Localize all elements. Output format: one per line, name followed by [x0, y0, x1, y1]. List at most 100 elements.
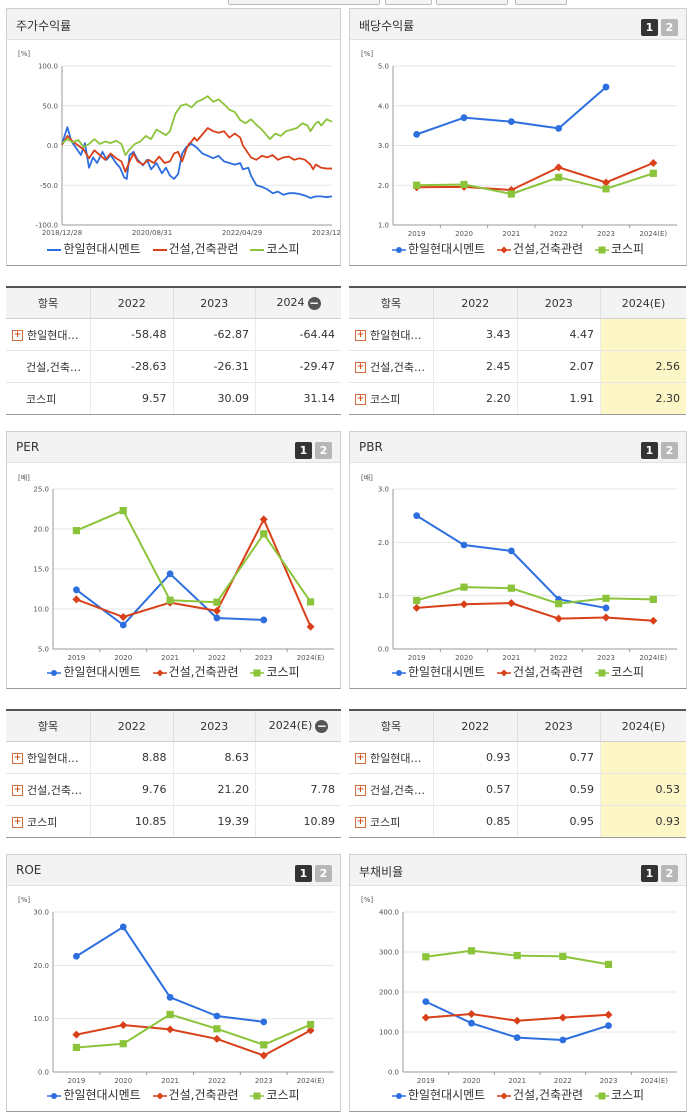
expand-icon[interactable]: +	[355, 753, 366, 764]
data-point	[605, 1022, 612, 1029]
pbr-button-2[interactable]: 2	[661, 442, 678, 459]
expand-icon[interactable]: +	[12, 330, 23, 341]
pbr-legend: 한일현대시멘트 건설,건축관련 코스피	[350, 663, 686, 680]
expand-icon[interactable]: +	[12, 753, 23, 764]
row-label[interactable]: + 한일현대…	[6, 741, 91, 774]
data-point	[213, 1025, 221, 1033]
legend-company: 한일현대시멘트	[47, 1086, 141, 1103]
expand-icon[interactable]: +	[355, 394, 366, 405]
data-point	[212, 606, 221, 615]
col-header: 2022	[90, 710, 173, 742]
expand-icon[interactable]: +	[355, 330, 366, 341]
col-header: 항목	[6, 287, 91, 319]
table-row: + 한일현대… -58.48 -62.87 -64.44	[6, 318, 341, 351]
pbr-chart: 3.0 2.0 1.0 0.0 2019 2020 2021 2022 2023 2024(E)	[378, 486, 677, 662]
legend-kospi: 코스피	[250, 242, 300, 256]
table-cell	[255, 741, 341, 774]
row-label[interactable]: + 코스피	[6, 805, 91, 838]
roe-button-1[interactable]: 1	[295, 865, 312, 882]
row-name: 한일현대…	[27, 751, 79, 765]
dividend-table: 항목 2022 2023 2024(E) + 한일현대… 3.43 4.47 + 건설,건…	[349, 286, 686, 415]
collapse-icon[interactable]: −	[315, 718, 329, 733]
expand-icon[interactable]: +	[12, 785, 23, 796]
x-tick-label: 2023	[597, 230, 615, 238]
row-label[interactable]: + 건설,건축…	[349, 350, 434, 383]
data-point	[413, 130, 421, 138]
table-row: + 건설,건축… 9.76 21.20 7.78	[6, 773, 341, 806]
data-point	[213, 598, 221, 606]
dividend-button-1[interactable]: 1	[641, 19, 658, 36]
series-line	[416, 86, 607, 136]
x-tick-label: 2021	[161, 654, 179, 662]
y-tick-label: 100.0	[38, 63, 58, 71]
row-label[interactable]: + 코스피	[349, 805, 434, 838]
debt-ratio-button-1[interactable]: 1	[641, 865, 658, 882]
x-tick-label: 2024(E)	[297, 654, 325, 662]
x-tick-label: 2023/12/28	[312, 229, 340, 237]
y-tick-label: 400.0	[379, 909, 399, 917]
table-cell: 2.30	[600, 382, 686, 415]
pbr-unit: [배]	[361, 474, 373, 482]
debt-ratio-title: 부채비율	[359, 865, 404, 879]
data-point	[422, 953, 430, 961]
row-label[interactable]: + 코스피	[349, 382, 434, 415]
table-row: + 코스피 10.85 19.39 10.89	[6, 805, 341, 838]
expand-icon[interactable]: +	[12, 817, 23, 828]
per-button-2[interactable]: 2	[315, 442, 332, 459]
stock-return-unit: [%]	[18, 50, 31, 58]
data-point	[260, 616, 268, 624]
row-name: 코스피	[26, 392, 57, 406]
row-label[interactable]: + 한일현대…	[349, 741, 434, 774]
y-tick-label: 20.0	[33, 962, 49, 970]
data-point	[559, 952, 567, 960]
per-title: PER	[16, 440, 40, 454]
data-point	[166, 596, 174, 604]
row-label[interactable]: + 건설,건축…	[349, 773, 434, 806]
x-tick-label: 2019	[417, 1077, 435, 1085]
per-legend: 한일현대시멘트 건설,건축관련 코스피	[7, 663, 340, 680]
data-point	[306, 1026, 315, 1035]
data-point	[306, 622, 315, 631]
debt-ratio-button-2[interactable]: 2	[661, 865, 678, 882]
x-tick-label: 2020	[114, 1077, 132, 1085]
row-label[interactable]: + 한일현대…	[349, 318, 434, 351]
expand-icon[interactable]: +	[355, 362, 366, 373]
y-tick-label: 50.0	[42, 102, 58, 110]
table-row: + 한일현대… 3.43 4.47	[349, 318, 686, 351]
table-cell: 7.78	[255, 773, 341, 806]
row-label[interactable]: + 한일현대…	[6, 318, 91, 351]
data-point	[306, 598, 315, 606]
x-tick-label: 2024(E)	[639, 654, 667, 662]
data-point	[119, 621, 127, 629]
legend-kospi: 코스피	[594, 240, 644, 257]
expand-icon[interactable]: +	[355, 817, 366, 828]
expand-icon[interactable]: +	[355, 785, 366, 796]
col-header: 2023	[172, 287, 256, 319]
roe-button-2[interactable]: 2	[315, 865, 332, 882]
roe-unit: [%]	[18, 896, 31, 904]
data-point	[460, 114, 468, 122]
x-tick-label: 2024(E)	[639, 230, 667, 238]
row-label[interactable]: + 건설,건축…	[6, 773, 91, 806]
per-button-1[interactable]: 1	[295, 442, 312, 459]
data-point	[73, 952, 80, 960]
data-point	[460, 583, 468, 591]
data-point	[513, 1016, 522, 1025]
pbr-button-1[interactable]: 1	[641, 442, 658, 459]
col-header: 2022	[90, 287, 173, 319]
debt-ratio-unit: [%]	[361, 896, 374, 904]
series-line	[416, 172, 654, 195]
data-point	[259, 515, 268, 524]
row-name: 한일현대…	[370, 328, 422, 342]
legend-industry: 건설,건축관련	[497, 1086, 583, 1103]
table-cell: -29.47	[255, 350, 341, 383]
col-header: 2022	[433, 287, 517, 319]
collapse-icon[interactable]: −	[307, 295, 321, 310]
data-point	[413, 512, 421, 520]
dividend-button-2[interactable]: 2	[661, 19, 678, 36]
row-name: 코스피	[370, 815, 401, 829]
